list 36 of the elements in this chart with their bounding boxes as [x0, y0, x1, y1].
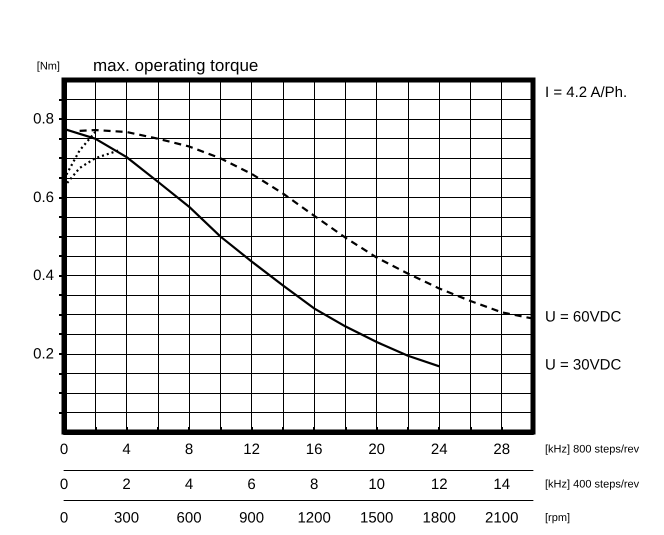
x-tick-label: 24	[430, 441, 448, 458]
x2-tick-label: 6	[247, 476, 256, 493]
x2-tick-label: 8	[310, 476, 318, 493]
text: 0	[60, 510, 68, 526]
x2-tick-label: 2	[122, 476, 131, 493]
x2-axis-title: [kHz] 400 steps/rev	[545, 478, 640, 490]
x-axis-title: [kHz] 800 steps/rev	[545, 444, 640, 456]
y-tick-label: 0.6	[33, 188, 54, 206]
x2-tick-label: 4	[184, 476, 194, 493]
text: [rpm]	[545, 512, 570, 524]
x-tick-label: 0	[60, 441, 68, 458]
x2-tick-label: 10	[368, 476, 386, 493]
y-tick-label: 0.4	[33, 267, 54, 284]
text: 1500	[360, 510, 394, 526]
x2-tick-label: 14	[493, 476, 510, 493]
text: 600	[176, 510, 202, 526]
y-axis-title: [Nm]	[36, 60, 60, 72]
text: U = 30VDC	[545, 356, 622, 374]
series-label: U = 60VDC	[545, 308, 622, 326]
text: I = 4.2 A/Ph.	[545, 84, 628, 101]
chart-title: max. operating torque	[93, 56, 258, 75]
x-tick-label: 12	[243, 441, 260, 458]
x2-tick-label: 12	[430, 476, 448, 493]
x2-tick-label: 0	[60, 476, 68, 493]
y-tick-label: 0.8	[33, 110, 54, 128]
x-tick-label: 8	[184, 441, 194, 458]
x-tick-label: 16	[306, 441, 322, 458]
x-tick-label: 20	[368, 441, 386, 458]
text: 1800	[422, 510, 456, 526]
text: 2100	[485, 510, 518, 526]
x-tick-label: 4	[122, 441, 131, 458]
y-tick-label: 0.2	[33, 345, 54, 362]
text: 300	[114, 510, 140, 526]
text: 900	[239, 510, 264, 526]
x-tick-label: 28	[493, 441, 510, 458]
text: 1200	[297, 510, 331, 526]
